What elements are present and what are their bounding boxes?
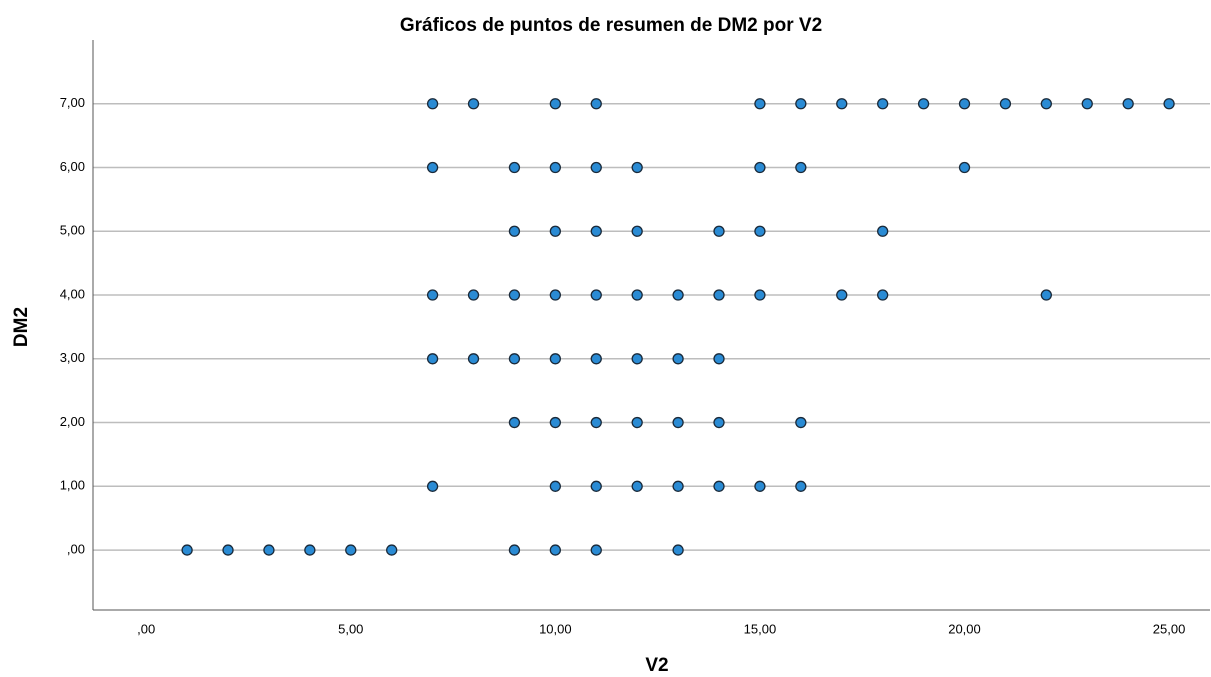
point	[467, 98, 480, 110]
point	[590, 416, 602, 429]
point	[590, 161, 602, 174]
point	[754, 161, 766, 174]
point	[631, 225, 643, 237]
point	[1081, 98, 1093, 110]
chart-title: Gráficos de puntos de resumen de DM2 por…	[400, 15, 822, 36]
point	[958, 161, 971, 174]
point	[549, 544, 561, 556]
point	[345, 544, 357, 556]
point	[590, 289, 602, 301]
point	[713, 289, 725, 301]
y-tick-label: 1,00	[60, 478, 85, 493]
point	[304, 544, 316, 556]
point	[713, 353, 725, 365]
point	[263, 544, 275, 556]
y-tick-label: 2,00	[60, 414, 85, 429]
point	[713, 416, 725, 429]
point	[672, 353, 684, 365]
point	[672, 416, 684, 429]
point	[426, 161, 439, 174]
point	[836, 98, 848, 110]
point	[1040, 98, 1052, 110]
point	[508, 289, 521, 301]
point	[590, 225, 602, 237]
point	[549, 161, 561, 174]
point	[590, 480, 602, 492]
y-tick-label: 4,00	[60, 286, 85, 301]
x-tick-label: 15,00	[744, 621, 777, 636]
point	[672, 289, 684, 301]
point	[795, 161, 807, 174]
point	[631, 480, 643, 492]
point	[754, 225, 766, 237]
point	[590, 353, 602, 365]
point	[222, 544, 234, 556]
point	[631, 416, 643, 429]
point	[795, 98, 807, 110]
point	[549, 416, 561, 429]
point	[795, 416, 807, 429]
point	[795, 480, 807, 492]
point	[754, 289, 766, 301]
x-tick-label: 10,00	[539, 621, 572, 636]
point	[590, 98, 602, 110]
point	[999, 98, 1012, 110]
y-tick-label: ,00	[67, 542, 85, 557]
point	[631, 353, 643, 365]
y-tick-label: 6,00	[60, 159, 85, 174]
point	[181, 544, 193, 556]
point	[467, 289, 480, 301]
point	[426, 98, 439, 110]
point	[877, 98, 889, 110]
point	[508, 416, 521, 429]
x-axis-label: V2	[645, 655, 668, 676]
point	[713, 225, 725, 237]
y-tick-label: 5,00	[60, 223, 85, 238]
point	[754, 98, 766, 110]
x-tick-label: 20,00	[948, 621, 981, 636]
point	[672, 544, 684, 556]
point	[958, 98, 971, 110]
y-tick-label: 3,00	[60, 350, 85, 365]
point	[467, 353, 480, 365]
x-tick-label: 25,00	[1153, 621, 1186, 636]
x-tick-label: 5,00	[338, 621, 363, 636]
point	[549, 289, 561, 301]
point	[631, 161, 643, 174]
point	[549, 225, 561, 237]
x-tick-label: ,00	[137, 621, 155, 636]
point	[426, 289, 439, 301]
point	[917, 98, 930, 110]
point	[631, 289, 643, 301]
y-tick-label: 7,00	[60, 95, 85, 110]
point	[508, 544, 521, 556]
point	[672, 480, 684, 492]
point	[713, 480, 725, 492]
point	[1040, 289, 1052, 301]
point	[426, 480, 439, 492]
point	[836, 289, 848, 301]
point	[1163, 98, 1175, 110]
y-axis-label: DM2	[11, 307, 32, 347]
point	[590, 544, 602, 556]
point	[1122, 98, 1134, 110]
point	[549, 353, 561, 365]
point	[877, 225, 889, 237]
point	[386, 544, 398, 556]
point	[754, 480, 766, 492]
point	[426, 353, 439, 365]
point	[877, 289, 889, 301]
point	[549, 480, 561, 492]
point	[508, 353, 521, 365]
point	[549, 98, 561, 110]
point	[508, 161, 521, 174]
point	[508, 225, 521, 237]
